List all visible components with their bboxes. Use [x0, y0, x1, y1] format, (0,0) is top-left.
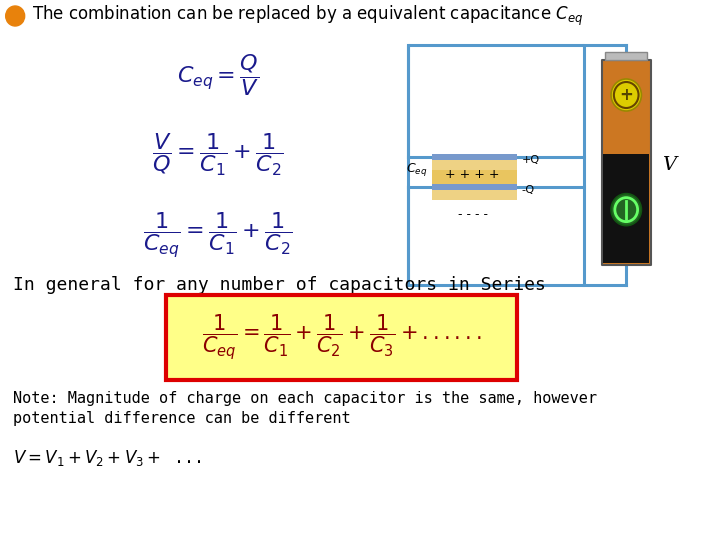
Text: $C_{eq}$: $C_{eq}$	[405, 161, 427, 179]
Circle shape	[611, 194, 642, 226]
Text: In general for any number of capacitors in Series: In general for any number of capacitors …	[13, 276, 546, 294]
Bar	[432, 154, 517, 160]
Text: $\dfrac{1}{C_{eq}} = \dfrac{1}{C_1} + \dfrac{1}{C_2}$: $\dfrac{1}{C_{eq}} = \dfrac{1}{C_1} + \d…	[143, 210, 293, 260]
Text: +Q: +Q	[522, 155, 540, 165]
Text: + + + +: + + + +	[445, 168, 500, 181]
Bar	[606, 52, 647, 60]
Bar	[432, 170, 517, 200]
Text: potential difference can be different: potential difference can be different	[13, 410, 351, 426]
Bar	[432, 155, 517, 185]
Text: Note: Magnitude of charge on each capacitor is the same, however: Note: Magnitude of charge on each capaci…	[13, 390, 598, 406]
Text: $\dfrac{V}{Q} = \dfrac{1}{C_1} + \dfrac{1}{C_2}$: $\dfrac{V}{Q} = \dfrac{1}{C_1} + \dfrac{…	[153, 132, 284, 178]
Text: The combination can be replaced by a equivalent capacitance $C_{eq}$: The combination can be replaced by a equ…	[32, 4, 584, 28]
Text: $\dfrac{1}{C_{eq}} = \dfrac{1}{C_1} + \dfrac{1}{C_2} + \dfrac{1}{C_3} + ......$: $\dfrac{1}{C_{eq}} = \dfrac{1}{C_1} + \d…	[202, 313, 482, 362]
Text: $C_{eq} = \dfrac{Q}{V}$: $C_{eq} = \dfrac{Q}{V}$	[177, 52, 259, 98]
Text: $V=V_1+V_2+V_3+$ ...: $V=V_1+V_2+V_3+$ ...	[13, 448, 202, 468]
Circle shape	[6, 6, 24, 26]
Bar	[432, 184, 517, 190]
Text: - - - -: - - - -	[457, 208, 487, 221]
Text: V: V	[662, 156, 676, 174]
Text: -Q: -Q	[522, 185, 535, 195]
Circle shape	[611, 79, 642, 111]
Bar	[601, 60, 651, 265]
Bar	[603, 154, 649, 263]
Bar	[166, 295, 517, 380]
Text: +: +	[619, 86, 633, 104]
